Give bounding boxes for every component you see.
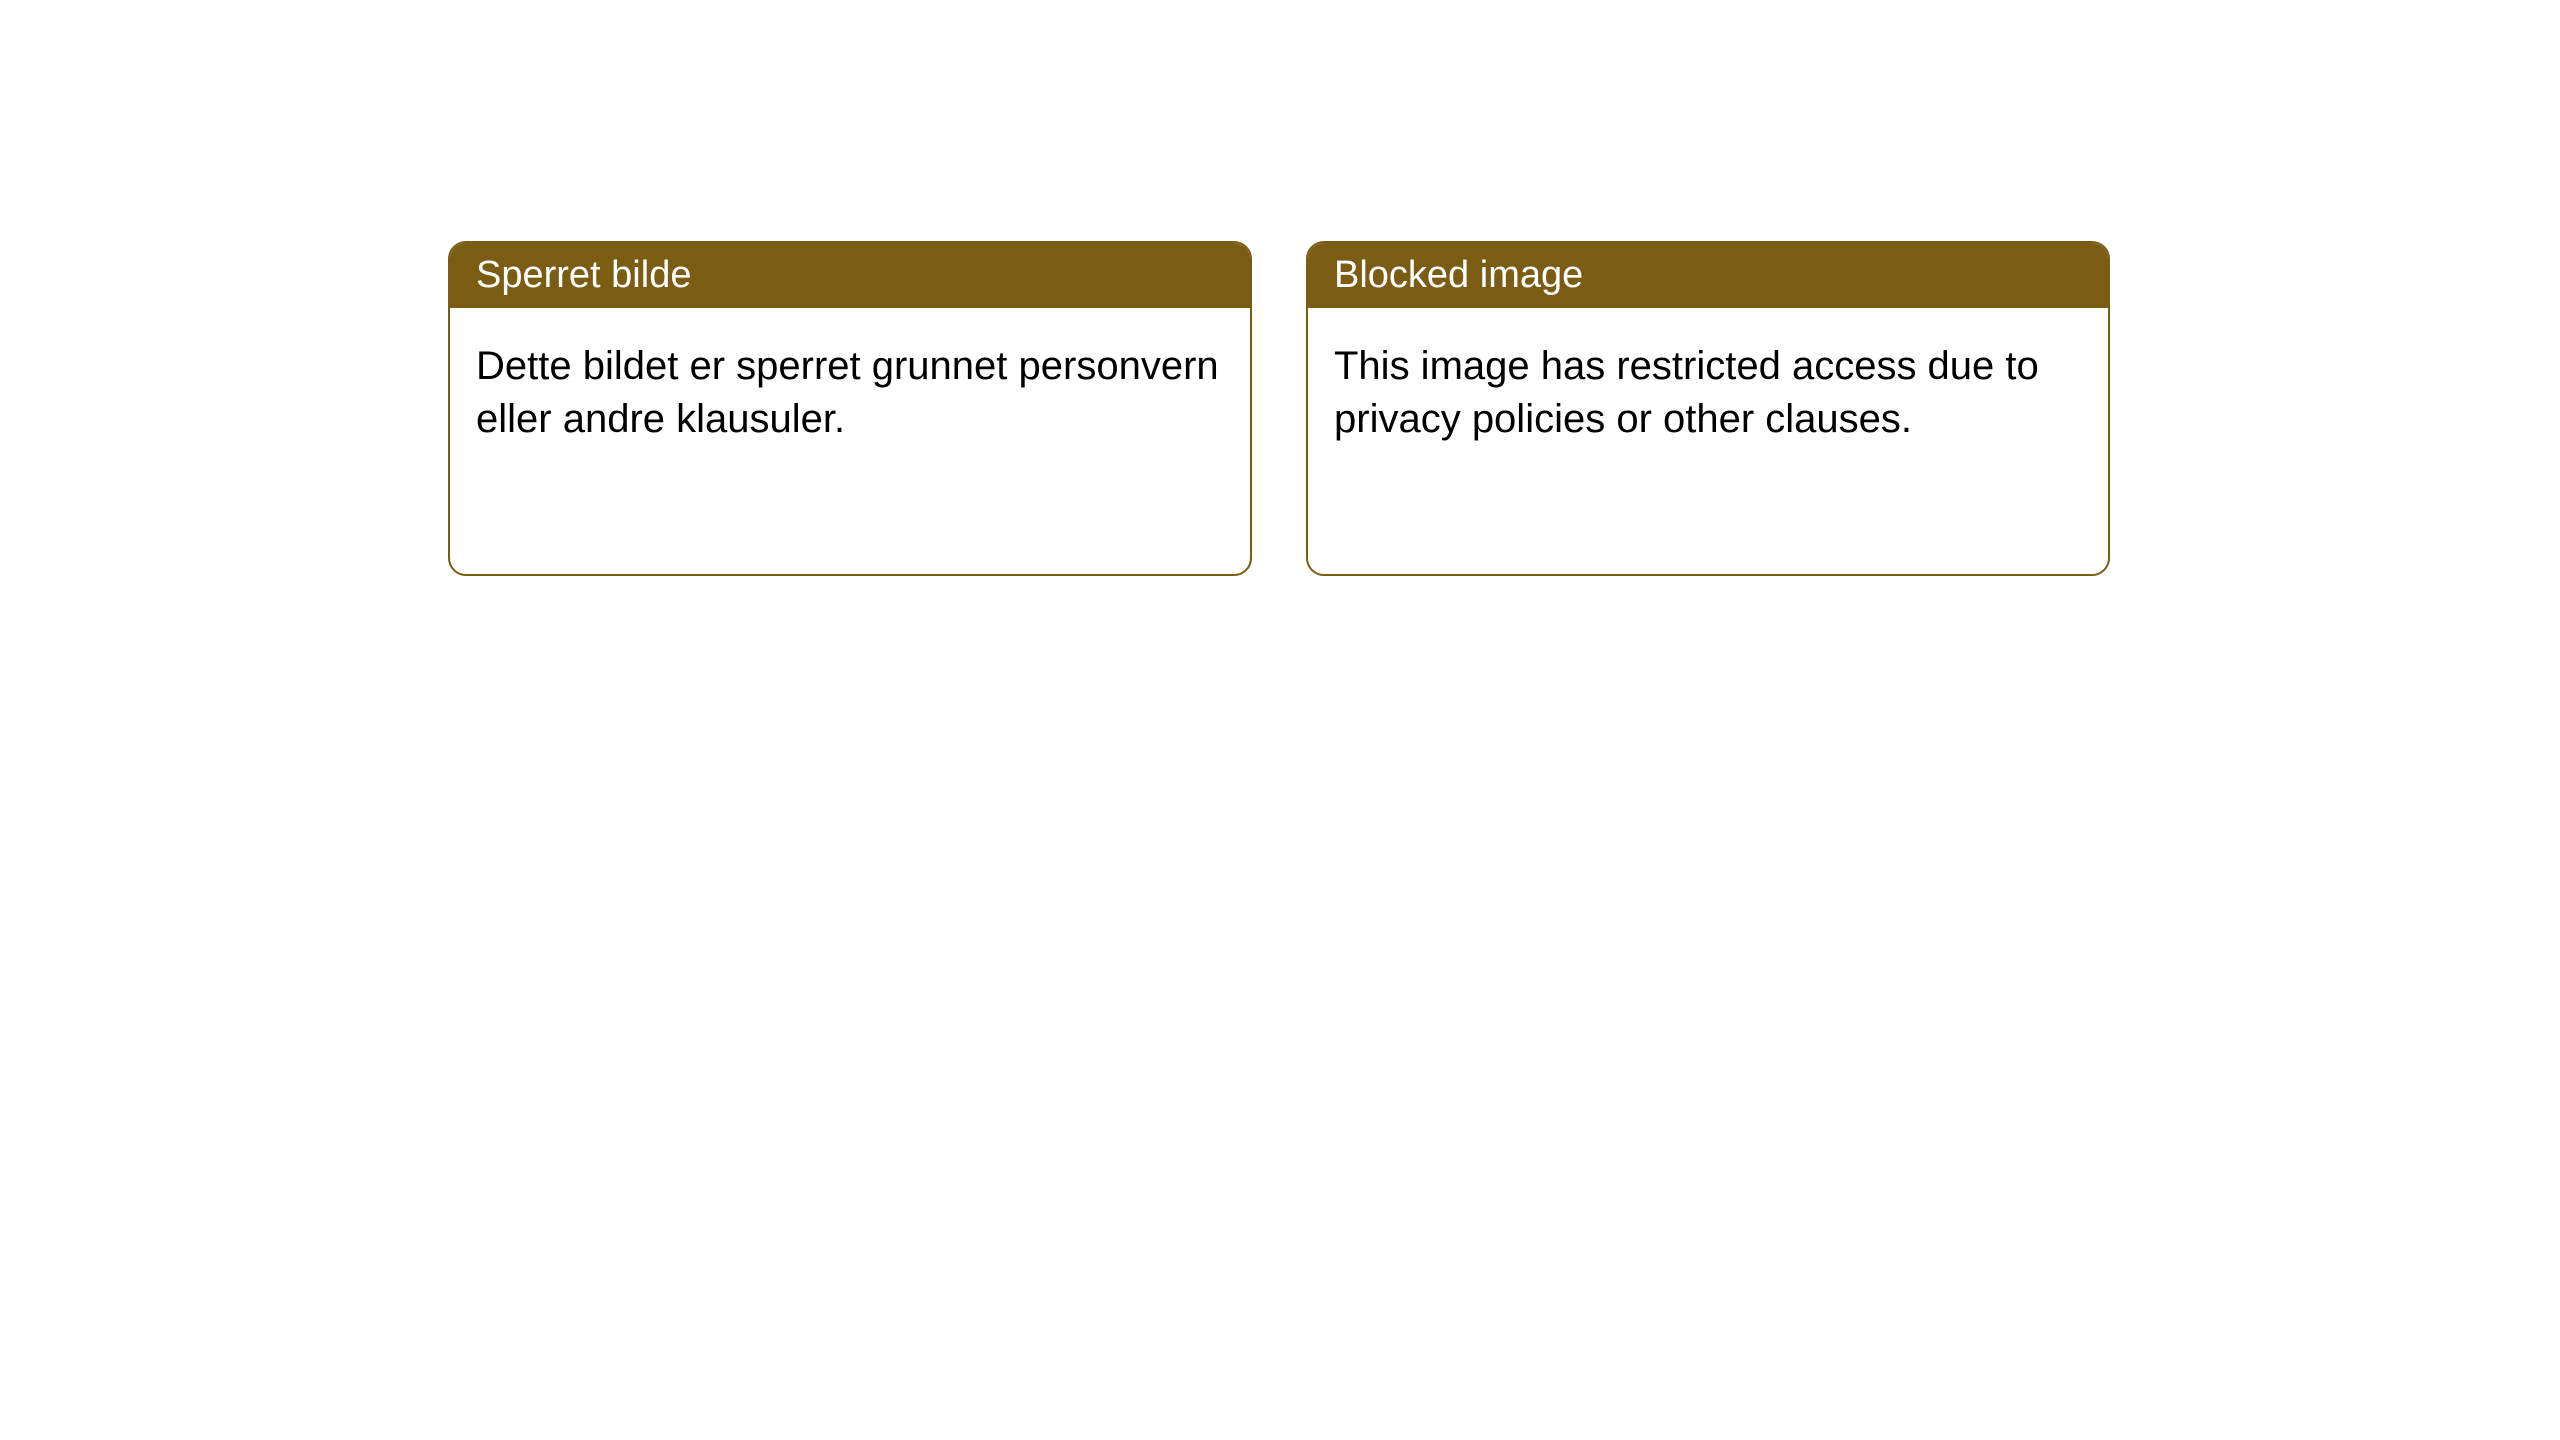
- notice-header: Sperret bilde: [450, 243, 1250, 308]
- notice-title: Sperret bilde: [476, 254, 691, 296]
- notice-text: This image has restricted access due to …: [1334, 344, 2039, 441]
- notice-title: Blocked image: [1334, 254, 1583, 296]
- notice-body: This image has restricted access due to …: [1308, 308, 2108, 478]
- notice-header: Blocked image: [1308, 243, 2108, 308]
- notice-card-norwegian: Sperret bilde Dette bildet er sperret gr…: [448, 241, 1252, 576]
- notice-text: Dette bildet er sperret grunnet personve…: [476, 344, 1219, 441]
- notice-container: Sperret bilde Dette bildet er sperret gr…: [448, 241, 2110, 576]
- notice-body: Dette bildet er sperret grunnet personve…: [450, 308, 1250, 478]
- notice-card-english: Blocked image This image has restricted …: [1306, 241, 2110, 576]
